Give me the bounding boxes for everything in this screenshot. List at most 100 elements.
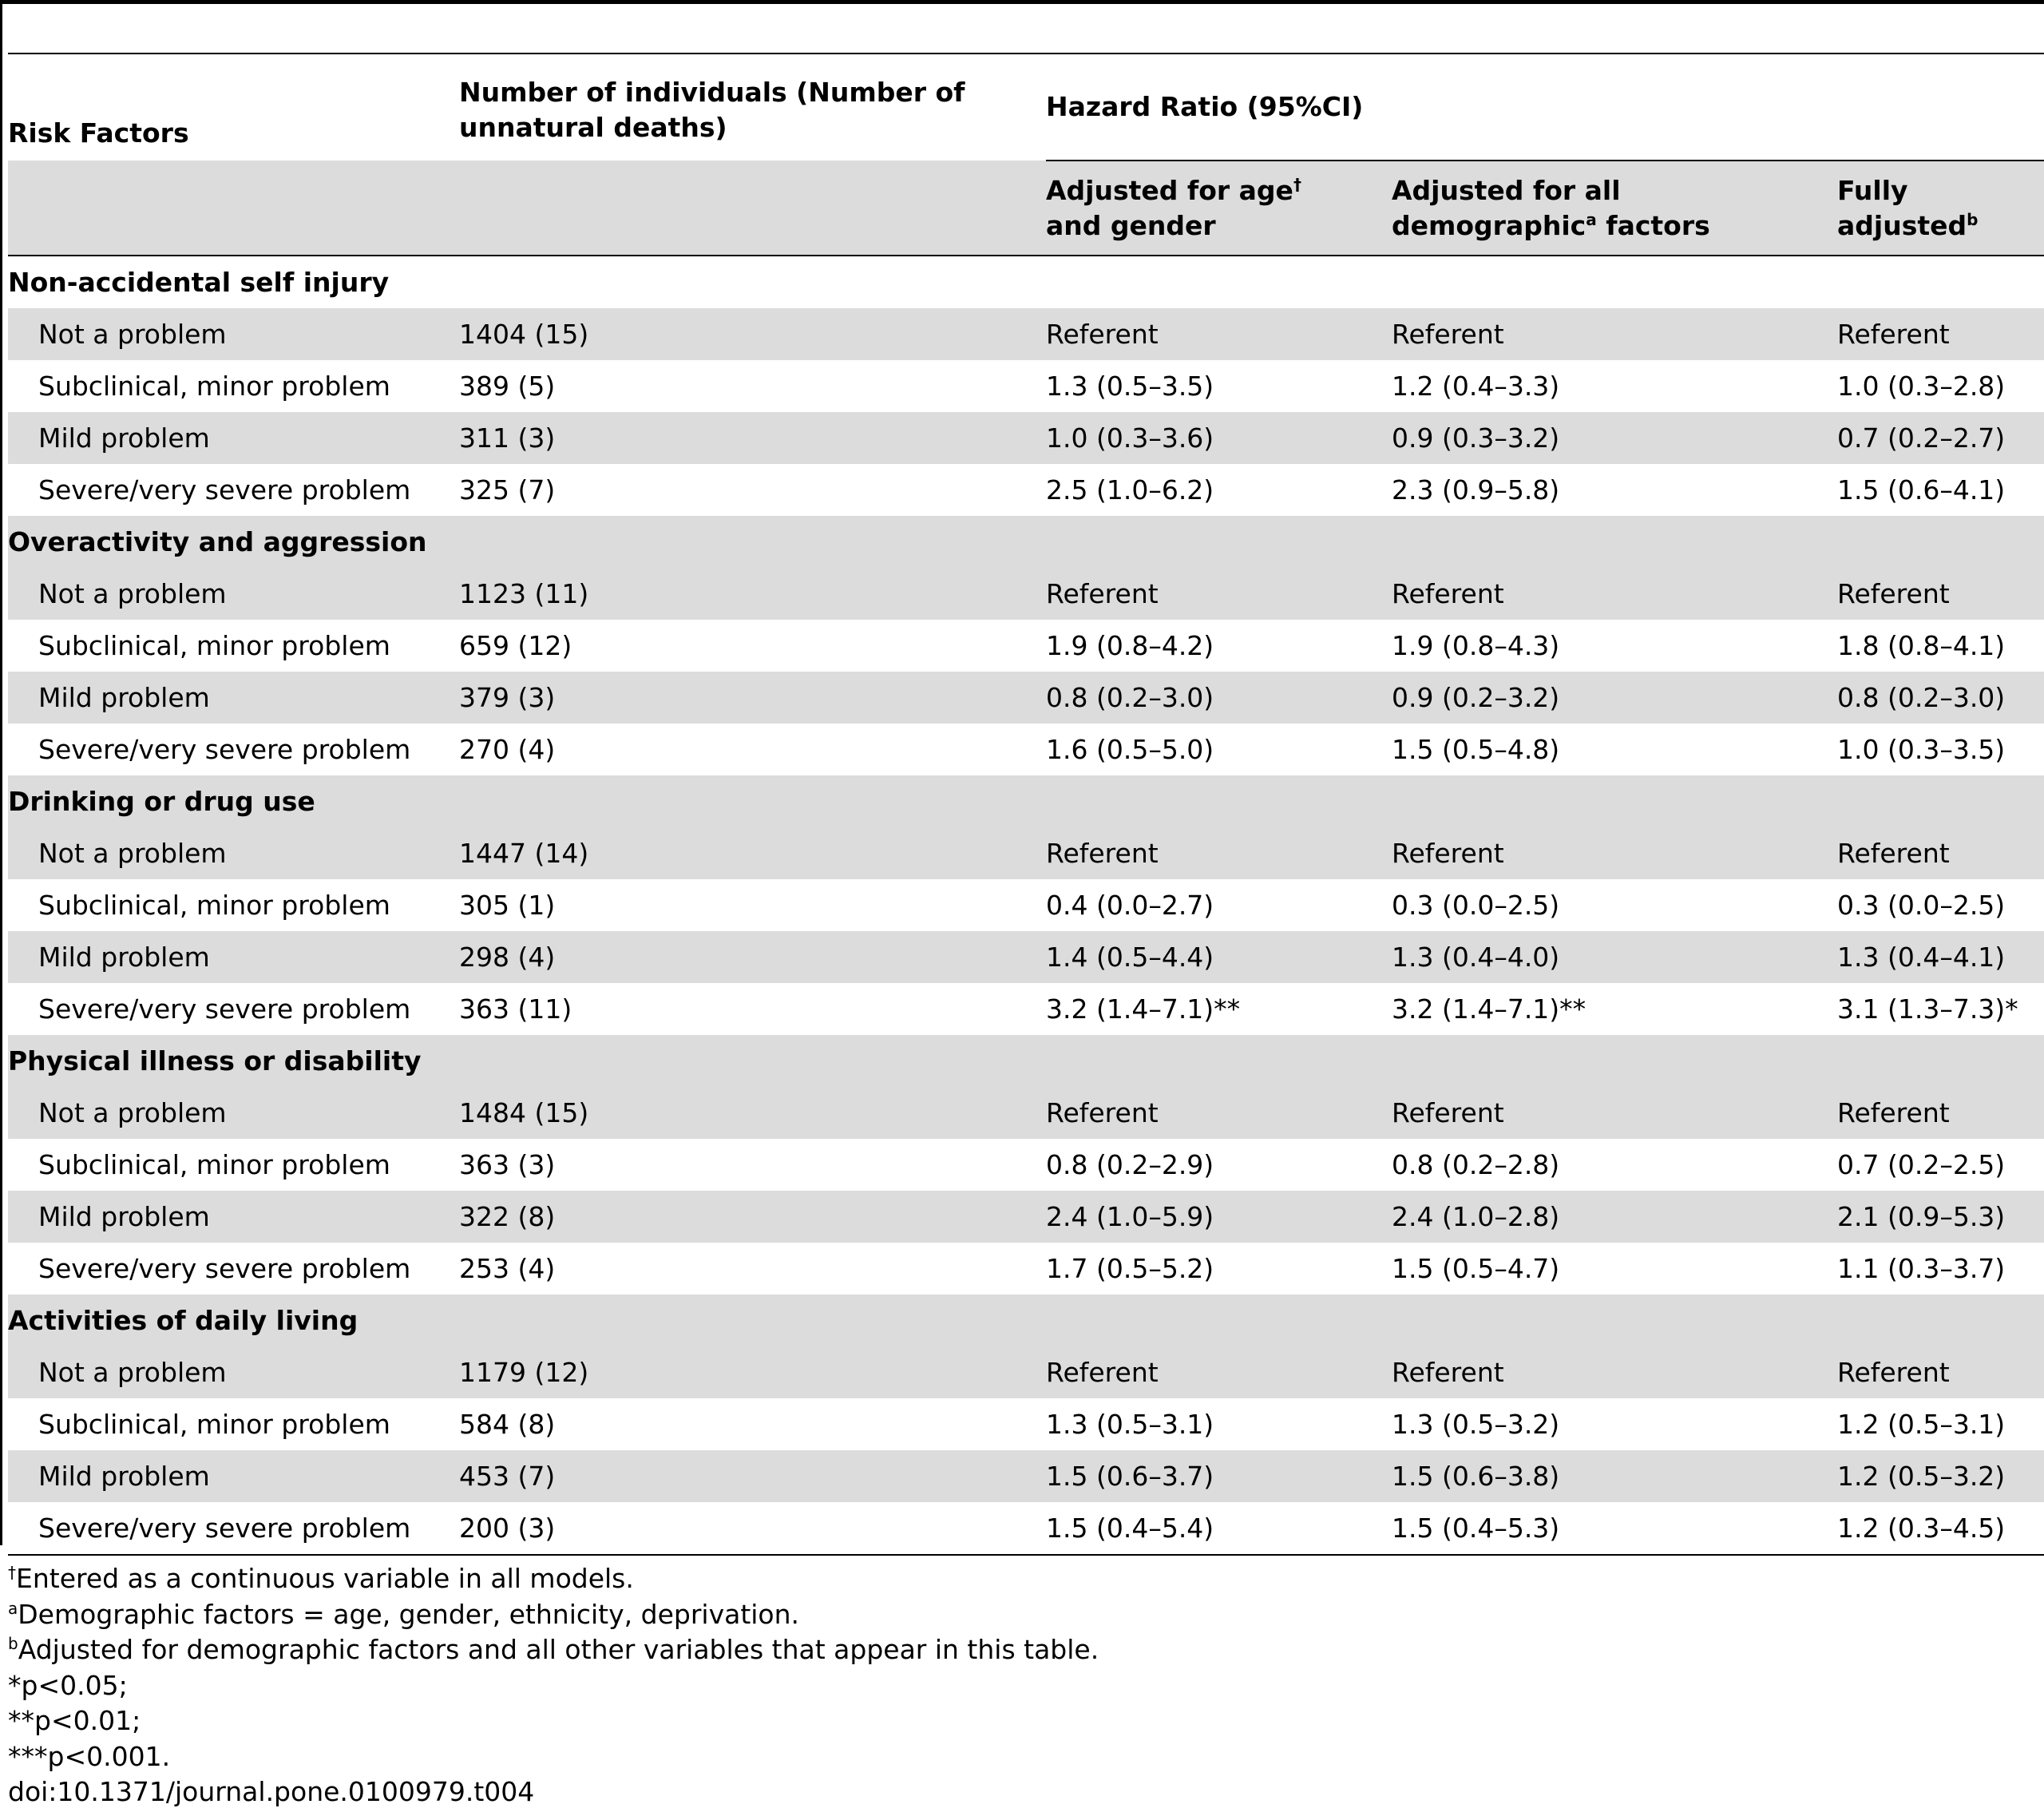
hr-demographic-cell: 0.3 (0.0–2.5) [1392, 889, 1560, 921]
level-cell: Subclinical, minor problem [38, 629, 390, 661]
footnote-text: doi:10.1371/journal.pone.0100979.t004 [8, 1776, 535, 1807]
footnote-a-mark: a [1586, 209, 1597, 229]
hr-age-gender-cell: 1.3 (0.5–3.1) [1046, 1408, 1214, 1440]
count-cell: 1447 (14) [459, 827, 1046, 879]
footnote-line: bAdjusted for demographic factors and al… [8, 1632, 1099, 1668]
level-cell: Not a problem [8, 308, 459, 360]
hr-age-gender-cell: 0.8 (0.2–3.0) [1046, 672, 1392, 724]
hr-demographic-cell: 0.9 (0.2–3.2) [1392, 672, 1837, 724]
count-cell: 305 (1) [459, 889, 556, 921]
hr-fully-adjusted-cell: 1.0 (0.3–3.5) [1837, 733, 2006, 765]
count-cell: 1179 (12) [459, 1346, 1046, 1398]
hr-age-gender-cell: Referent [1046, 1346, 1392, 1398]
category-row: Activities of daily living [8, 1295, 2044, 1346]
level-cell: Severe/very severe problem [38, 993, 411, 1025]
hr-demographic-cell: Referent [1392, 1087, 1837, 1139]
count-cell: 389 (5) [459, 370, 556, 402]
hr-fully-adjusted-cell: 1.8 (0.8–4.1) [1837, 629, 2006, 661]
hr-fully-adjusted-cell: Referent [1837, 1087, 2044, 1139]
header-risk-factors: Risk Factors [8, 53, 459, 161]
level-cell: Mild problem [8, 1191, 459, 1243]
table-row: Not a problem 1179 (12) Referent Referent Re… [8, 1346, 2044, 1398]
footnote-line: aDemographic factors = age, gender, ethn… [8, 1597, 1099, 1633]
hr-fully-adjusted-cell: 0.3 (0.0–2.5) [1837, 889, 2006, 921]
footnote-mark: a [8, 1598, 18, 1618]
count-cell: 1123 (11) [459, 568, 1046, 620]
hr-fully-adjusted-cell: Referent [1837, 568, 2044, 620]
header-adj-age-gender: Adjusted for age† and gender [1046, 161, 1392, 256]
hr-fully-adjusted-cell: Referent [1837, 308, 2044, 360]
level-cell: Not a problem [8, 1087, 459, 1139]
table-row: Subclinical, minor problem 389 (5) 1.3 (0.… [8, 360, 2044, 412]
hr-demographic-cell: Referent [1392, 568, 1837, 620]
count-cell: 311 (3) [459, 412, 1046, 464]
dagger-mark: † [1293, 174, 1301, 194]
level-cell: Mild problem [8, 412, 459, 464]
table-row: Subclinical, minor problem 584 (8) 1.3 (0.… [8, 1398, 2044, 1450]
hr-age-gender-cell: 1.6 (0.5–5.0) [1046, 733, 1214, 765]
header-adj-demographic-text-1: Adjusted for all [1392, 174, 1621, 206]
category-row: Overactivity and aggression [8, 516, 2044, 568]
table-row: Subclinical, minor problem 363 (3) 0.8 (0.… [8, 1139, 2044, 1191]
table-row: Mild problem 311 (3) 1.0 (0.3–3.6) 0.9 (0.3… [8, 412, 2044, 464]
hr-age-gender-cell: 1.9 (0.8–4.2) [1046, 629, 1214, 661]
hr-demographic-cell: 2.3 (0.9–5.8) [1392, 474, 1560, 506]
table-row: Not a problem 1404 (15) Referent Referent Re… [8, 308, 2044, 360]
hr-age-gender-cell: Referent [1046, 568, 1392, 620]
footnote-text: ***p<0.001. [8, 1740, 171, 1772]
hr-demographic-cell: 1.5 (0.6–3.8) [1392, 1450, 1837, 1502]
category-row: Physical illness or disability [8, 1035, 2044, 1087]
count-cell: 584 (8) [459, 1408, 556, 1440]
level-cell: Subclinical, minor problem [38, 889, 390, 921]
hr-age-gender-cell: Referent [1046, 1087, 1392, 1139]
hr-fully-adjusted-cell: 0.8 (0.2–3.0) [1837, 672, 2044, 724]
header-row-1: Risk Factors Number of individuals (Numb… [8, 53, 2044, 161]
hr-demographic-cell: 2.4 (1.0–2.8) [1392, 1191, 1837, 1243]
count-cell: 322 (8) [459, 1191, 1046, 1243]
table-row: Severe/very severe problem 325 (7) 2.5 (1.… [8, 464, 2044, 516]
footnote-line: **p<0.01; [8, 1703, 1099, 1739]
level-cell: Not a problem [8, 1346, 459, 1398]
count-cell: 298 (4) [459, 931, 1046, 983]
hr-fully-adjusted-cell: 1.2 (0.5–3.2) [1837, 1450, 2044, 1502]
count-cell: 270 (4) [459, 733, 556, 765]
count-cell: 363 (11) [459, 993, 572, 1025]
footnote-line: doi:10.1371/journal.pone.0100979.t004 [8, 1774, 1099, 1810]
header-fully-text-2: adjusted [1837, 209, 1967, 241]
hr-fully-adjusted-cell: 1.5 (0.6–4.1) [1837, 474, 2006, 506]
left-rule [0, 0, 2, 1545]
level-cell: Not a problem [8, 568, 459, 620]
count-cell: 379 (3) [459, 672, 1046, 724]
table-row: Subclinical, minor problem 305 (1) 0.4 (0.… [8, 879, 2044, 931]
header-hazard-ratio: Hazard Ratio (95%CI) [1046, 53, 2044, 161]
category-label: Activities of daily living [8, 1295, 2044, 1346]
hr-fully-adjusted-cell: 1.2 (0.3–4.5) [1837, 1502, 2044, 1556]
hr-age-gender-cell: 2.5 (1.0–6.2) [1046, 474, 1214, 506]
hr-age-gender-cell: 2.4 (1.0–5.9) [1046, 1191, 1392, 1243]
header-adj-age-gender-text: Adjusted for age [1046, 174, 1293, 206]
hr-demographic-cell: 3.2 (1.4–7.1)** [1392, 993, 1586, 1025]
level-cell: Severe/very severe problem [38, 474, 411, 506]
table-row: Severe/very severe problem 363 (11) 3.2 (1… [8, 983, 2044, 1035]
hr-fully-adjusted-cell: 1.1 (0.3–3.7) [1837, 1252, 2006, 1284]
header-adj-age-gender-text-2: and gender [1046, 209, 1216, 241]
header-adj-demographic: Adjusted for all demographica factors [1392, 161, 1837, 256]
level-cell: Mild problem [8, 672, 459, 724]
level-cell: Severe/very severe problem [38, 1252, 411, 1284]
category-label: Drinking or drug use [8, 775, 2044, 827]
level-cell: Mild problem [8, 931, 459, 983]
table-row: Not a problem 1123 (11) Referent Referent Re… [8, 568, 2044, 620]
hr-fully-adjusted-cell: 1.2 (0.5–3.1) [1837, 1408, 2006, 1440]
level-cell: Mild problem [8, 1450, 459, 1502]
count-cell: 1484 (15) [459, 1087, 1046, 1139]
count-cell: 453 (7) [459, 1450, 1046, 1502]
table-row: Mild problem 379 (3) 0.8 (0.2–3.0) 0.9 (0.2… [8, 672, 2044, 724]
level-cell: Severe/very severe problem [8, 1502, 459, 1556]
hr-age-gender-cell: 1.5 (0.6–3.7) [1046, 1450, 1392, 1502]
header-number-individuals: Number of individuals (Number of unnatur… [459, 53, 1046, 161]
table-row: Not a problem 1484 (15) Referent Referent Re… [8, 1087, 2044, 1139]
table-row: Mild problem 453 (7) 1.5 (0.6–3.7) 1.5 (0.6… [8, 1450, 2044, 1502]
header-fully-text-1: Fully [1837, 174, 1908, 206]
hr-demographic-cell: 1.3 (0.5–3.2) [1392, 1408, 1560, 1440]
header-adj-demographic-text-3: factors [1596, 209, 1710, 241]
